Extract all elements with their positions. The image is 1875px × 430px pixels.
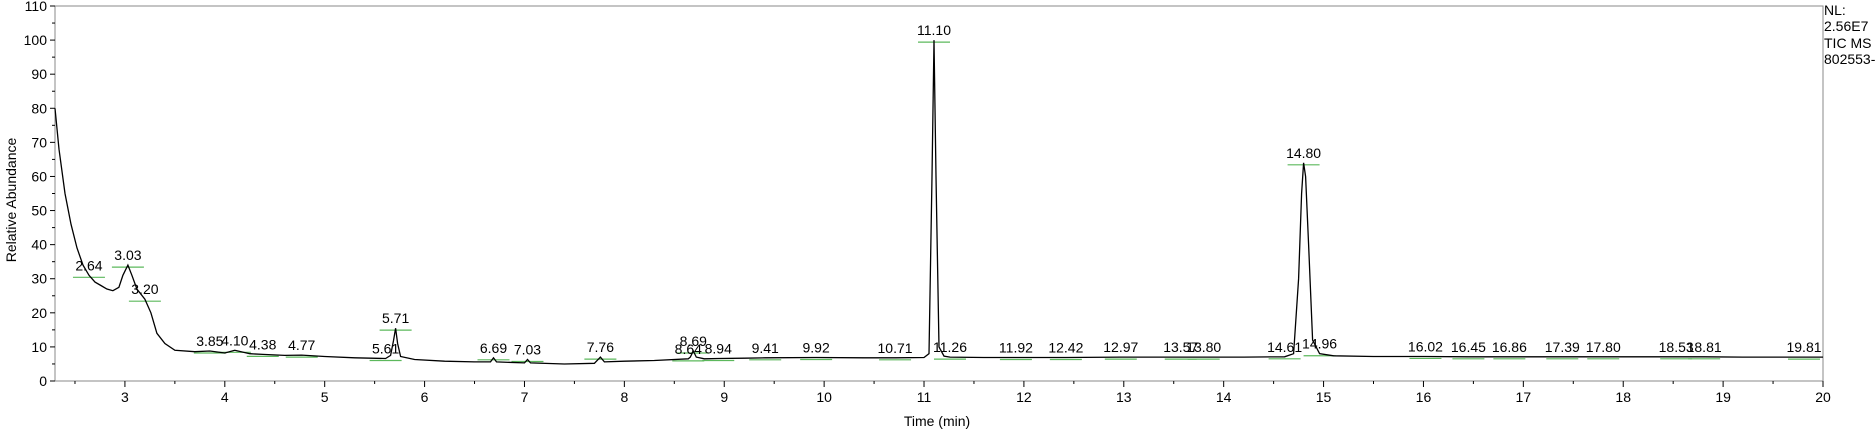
peak-label: 11.92 [999, 339, 1033, 355]
y-tick-label: 50 [31, 203, 47, 219]
nl-value: 2.56E7 [1824, 18, 1869, 34]
peak-label: 3.85 [196, 333, 223, 349]
x-tick-label: 11 [917, 389, 932, 405]
y-axis: 0 10 20 30 40 50 60 70 80 90 100 110 [24, 0, 55, 389]
y-tick-label: 30 [31, 271, 47, 287]
x-tick-label: 15 [1316, 389, 1332, 405]
x-axis: 3 4 5 6 7 8 9 10 11 12 13 14 15 16 17 18 19 20 [74, 381, 1831, 405]
x-tick-label: 19 [1715, 389, 1731, 405]
peak-label: 7.03 [514, 342, 541, 358]
x-tick-label: 10 [816, 389, 832, 405]
x-tick-label: 7 [521, 389, 529, 405]
peak-label: 11.26 [933, 339, 967, 355]
x-tick-label: 16 [1416, 389, 1432, 405]
peak-label: 16.02 [1408, 338, 1443, 354]
peak-label: 5.61 [372, 341, 399, 357]
x-axis-title: Time (min) [904, 413, 970, 429]
peak-label: 9.41 [752, 340, 779, 356]
peak-label: 4.38 [249, 336, 276, 352]
peak-label: 19.81 [1786, 339, 1821, 355]
y-tick-label: 10 [31, 339, 47, 355]
peak-label: 2.64 [75, 257, 102, 273]
peak-label: 18.53 [1659, 339, 1694, 355]
peak-label: 13.57 [1163, 339, 1198, 355]
peak-label: 3.20 [131, 281, 158, 297]
x-tick-label: 17 [1516, 389, 1532, 405]
y-tick-label: 20 [31, 305, 47, 321]
peak-label: 17.39 [1545, 339, 1580, 355]
normalization-info: NL: 2.56E7 TIC MS 802553- [1824, 2, 1875, 67]
peak-label: 5.71 [382, 310, 409, 326]
x-tick-label: 5 [321, 389, 329, 405]
x-tick-label: 18 [1615, 389, 1631, 405]
x-tick-label: 14 [1216, 389, 1232, 405]
peak-label: 11.10 [917, 22, 951, 38]
peak-label: 10.71 [878, 340, 913, 356]
peak-label: 16.86 [1492, 339, 1527, 355]
peak-label: 3.03 [114, 247, 141, 263]
x-tick-label: 4 [221, 389, 229, 405]
x-tick-label: 12 [1016, 389, 1032, 405]
x-tick-label: 20 [1815, 389, 1831, 405]
peak-label: 4.10 [221, 332, 248, 348]
peak-label: 12.42 [1048, 339, 1083, 355]
peak-label: 14.61 [1267, 339, 1302, 355]
peak-label: 6.69 [480, 340, 507, 356]
peak-label: 8.94 [705, 341, 732, 357]
peak-label: 8.69 [680, 333, 707, 349]
x-tick-label: 3 [121, 389, 129, 405]
y-tick-label: 60 [31, 168, 47, 184]
tic-trace [54, 40, 1823, 365]
baseline-markers [72, 41, 1821, 363]
y-tick-label: 100 [24, 32, 48, 48]
peak-label: 17.80 [1586, 339, 1621, 355]
nl-label: NL: [1824, 2, 1846, 18]
peak-labels: 2.64 3.03 3.20 3.854.10 4.38 4.77 5.61 5.71 6.69… [75, 22, 1821, 357]
y-tick-label: 70 [31, 134, 47, 150]
peak-label: 13.80 [1186, 339, 1221, 355]
peak-label: 12.97 [1103, 339, 1138, 355]
y-axis-title: Relative Abundance [3, 138, 19, 263]
sample-id: 802553- [1824, 51, 1875, 67]
y-tick-label: 40 [31, 237, 47, 253]
peak-label: 16.45 [1451, 339, 1486, 355]
scan-filter: TIC MS [1824, 35, 1871, 51]
peak-label: 4.77 [288, 337, 315, 353]
x-tick-label: 13 [1116, 389, 1132, 405]
y-tick-label: 80 [31, 100, 47, 116]
y-tick-label: 90 [31, 66, 47, 82]
x-tick-label: 6 [421, 389, 429, 405]
x-tick-label: 8 [620, 389, 628, 405]
peak-label: 18.81 [1687, 339, 1722, 355]
peak-label: 7.76 [587, 339, 614, 355]
peak-label: 9.92 [803, 339, 830, 355]
y-tick-label: 0 [39, 373, 47, 389]
peak-label: 14.96 [1302, 336, 1337, 352]
peak-label: 8.64 [675, 341, 702, 357]
x-tick-label: 9 [720, 389, 728, 405]
y-tick-label: 110 [25, 0, 48, 14]
peak-label: 14.80 [1286, 145, 1321, 161]
